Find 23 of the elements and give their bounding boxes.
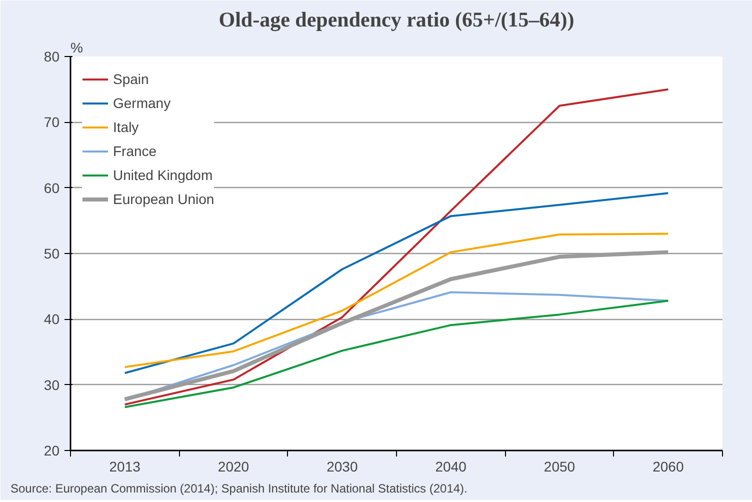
y-tick-label: 40 [44,311,60,328]
chart-title: Old-age dependency ratio (65+/(15–64)) [218,8,574,32]
legend-label: Spain [113,70,149,89]
x-tick-label: 2030 [326,458,358,474]
y-tick-label: 70 [44,114,60,130]
y-tick-label: 30 [44,376,60,393]
source-note: Source: European Commission (2014); Spanish Institute for National Statistics (2014). [10,482,468,496]
legend-label: European Union [113,190,214,209]
y-tick-label: 50 [44,246,60,262]
y-tick-label: 80 [44,48,60,64]
y-tick-label: 20 [44,442,60,458]
legend-label: Italy [113,118,139,137]
y-tick-label: 60 [44,180,60,196]
x-tick-label: 2050 [544,458,576,474]
legend-label: United Kingdom [113,166,213,185]
legend-label: Germany [113,94,171,113]
y-axis-title: % [70,40,83,56]
legend-label: France [113,142,157,161]
x-tick-label: 2013 [109,458,141,474]
line-series [124,232,670,368]
x-tick-label: 2020 [218,458,250,474]
x-tick-label: 2060 [652,458,684,474]
x-tick-label: 2040 [435,458,467,474]
